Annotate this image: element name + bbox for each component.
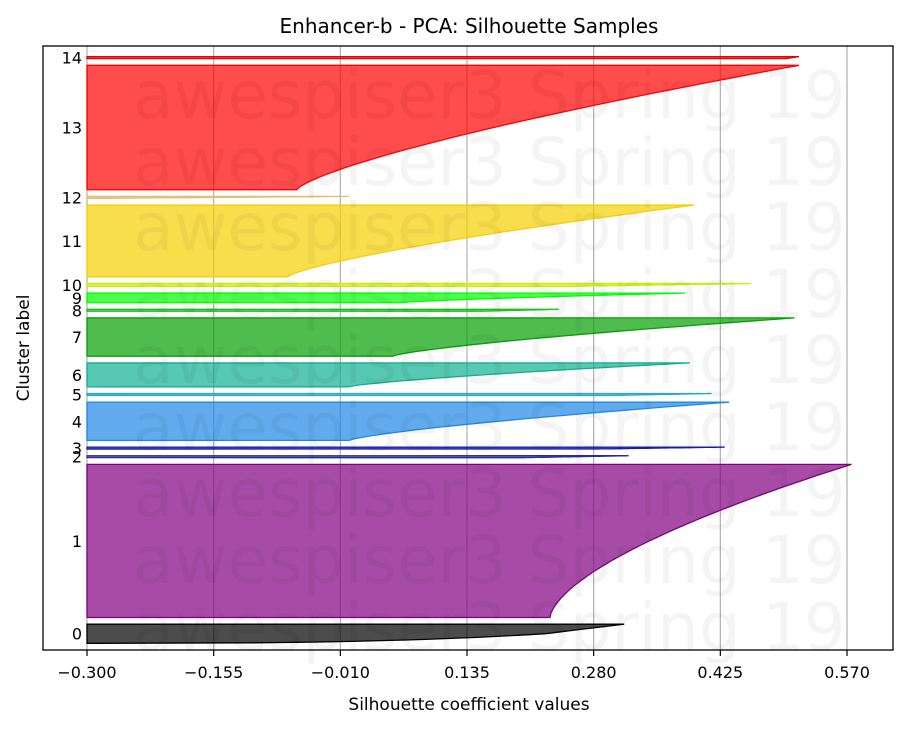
cluster-band-12 xyxy=(86,195,350,199)
x-tick-label: −0.300 xyxy=(57,663,116,682)
cluster-band-5 xyxy=(86,392,712,397)
cluster-band-11 xyxy=(86,204,695,278)
plot-frame xyxy=(42,45,894,651)
cluster-label-5: 5 xyxy=(72,385,82,404)
cluster-label-10: 10 xyxy=(62,276,82,295)
cluster-band-14 xyxy=(86,56,800,60)
cluster-band-6 xyxy=(86,362,690,388)
cluster-band-2 xyxy=(86,455,629,459)
x-axis-ticks: −0.300 −0.155 −0.010 0.135 0.280 0.425 0.570 xyxy=(57,650,870,682)
watermark-text: awespiser3 Spring 19 xyxy=(133,522,846,599)
watermark-text: awespiser3 Spring 19 xyxy=(133,455,846,532)
cluster-label-4: 4 xyxy=(72,412,82,431)
x-tick-label: −0.155 xyxy=(184,663,243,682)
cluster-label-7: 7 xyxy=(72,328,82,347)
watermark-text: awespiser3 Spring 19 xyxy=(133,124,846,201)
cluster-label-1: 1 xyxy=(72,532,82,551)
cluster-band-4 xyxy=(86,401,730,442)
cluster-label-11: 11 xyxy=(62,232,82,251)
watermark-text: awespiser3 Spring 19 xyxy=(133,57,846,134)
watermark-text: awespiser3 Spring 19 xyxy=(133,189,846,266)
cluster-bands xyxy=(86,56,852,644)
x-axis-label: Silhouette coefficient values xyxy=(348,695,589,715)
cluster-label-12: 12 xyxy=(62,188,82,207)
watermark-text: awespiser3 Spring 19 xyxy=(133,389,846,466)
cluster-label-9: 9 xyxy=(72,289,82,308)
cluster-band-1 xyxy=(86,463,852,619)
watermark-text: awespiser3 Spring 19 xyxy=(133,256,846,333)
cluster-label-6: 6 xyxy=(72,366,82,385)
x-tick-label: −0.010 xyxy=(311,663,370,682)
x-tick-label: 0.135 xyxy=(444,663,490,682)
x-tick-label: 0.425 xyxy=(697,663,743,682)
cluster-label-13: 13 xyxy=(62,119,82,138)
cluster-label-2: 2 xyxy=(72,448,82,467)
cluster-band-7 xyxy=(86,317,795,357)
cluster-label-14: 14 xyxy=(62,49,82,68)
cluster-band-9 xyxy=(86,292,686,304)
cluster-band-8 xyxy=(86,308,559,312)
watermark-text: awespiser3 Spring 19 xyxy=(133,589,846,666)
chart-title: Enhancer-b - PCA: Silhouette Samples xyxy=(280,14,659,38)
y-axis-label: Cluster label xyxy=(14,295,34,402)
cluster-band-3 xyxy=(86,446,725,450)
x-tick-label: 0.570 xyxy=(824,663,870,682)
cluster-label-0: 0 xyxy=(72,625,82,644)
cluster-label-8: 8 xyxy=(72,301,82,320)
cluster-band-10 xyxy=(86,282,751,288)
cluster-band-0 xyxy=(86,623,625,644)
watermark-text: awespiser3 Spring 19 xyxy=(133,322,846,399)
cluster-band-13 xyxy=(86,64,800,191)
cluster-label-3: 3 xyxy=(72,439,82,458)
x-tick-label: 0.280 xyxy=(571,663,617,682)
